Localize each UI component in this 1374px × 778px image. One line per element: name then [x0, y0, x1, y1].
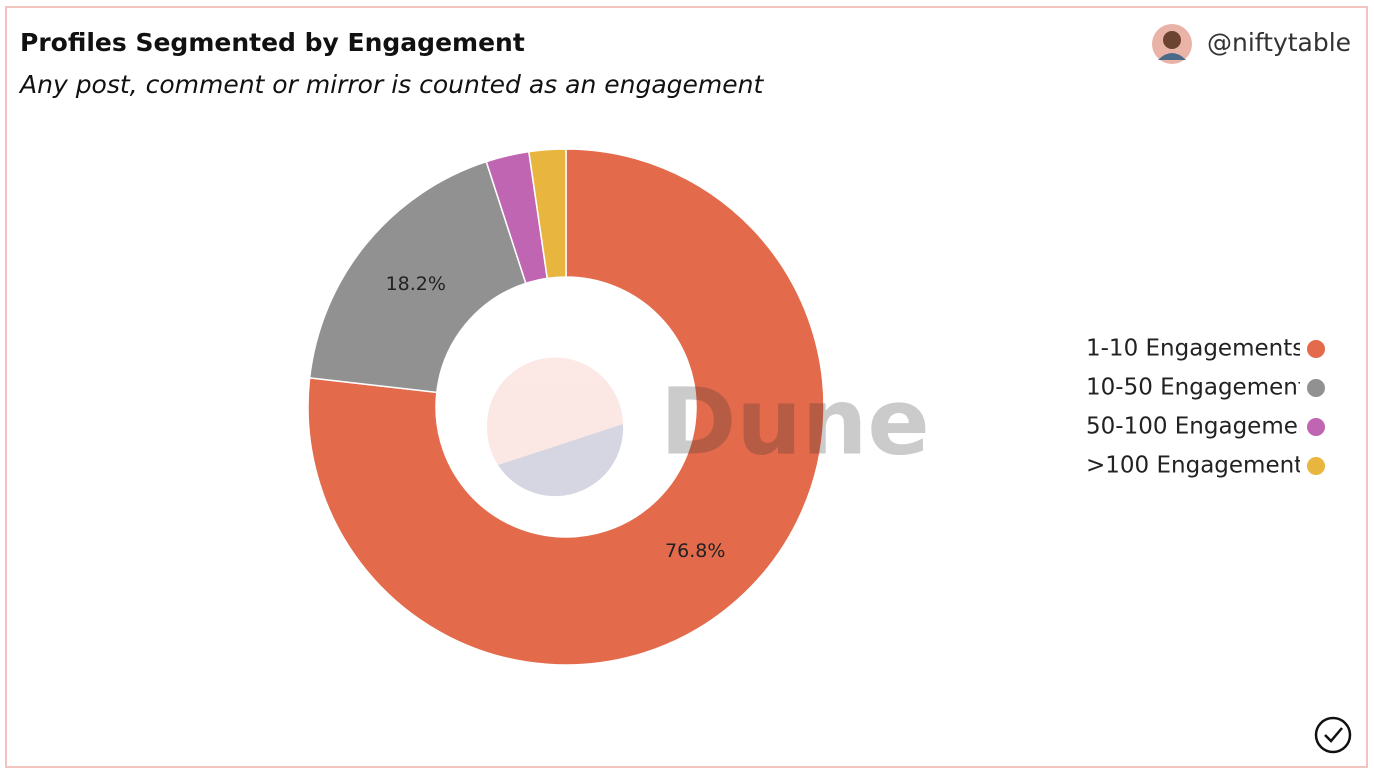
chart-title: Profiles Segmented by Engagement [20, 28, 525, 57]
slice [308, 160, 527, 394]
legend-label: 1-10 Engagements [1086, 336, 1304, 362]
avatar [1152, 24, 1192, 64]
legend-marker [1307, 457, 1325, 475]
legend-marker [1307, 340, 1325, 358]
legend-label: >100 Engagements [1086, 453, 1315, 479]
slice-label: 76.8% [665, 540, 725, 562]
donut: 76.8% 18.2% [307, 148, 825, 666]
legend-marker [1307, 379, 1325, 397]
card [5, 6, 1368, 768]
check-icon[interactable] [1314, 716, 1352, 754]
legend-marker [1307, 418, 1325, 436]
chart-subtitle: Any post, comment or mirror is counted a… [18, 70, 764, 99]
legend: 1-10 Engagements 10-50 Engagements 50-100 … [1086, 336, 1333, 479]
watermark: Dune [486, 357, 930, 497]
author[interactable]: @niftytable [1207, 28, 1351, 57]
slice-label: 18.2% [386, 273, 446, 295]
watermark-text: Dune [660, 368, 930, 475]
slice [307, 148, 825, 666]
legend-label: 10-50 Engagements [1086, 375, 1319, 401]
legend-markers [1307, 340, 1325, 475]
slice [527, 148, 567, 280]
legend-label: 50-100 Engagements [1086, 414, 1333, 440]
